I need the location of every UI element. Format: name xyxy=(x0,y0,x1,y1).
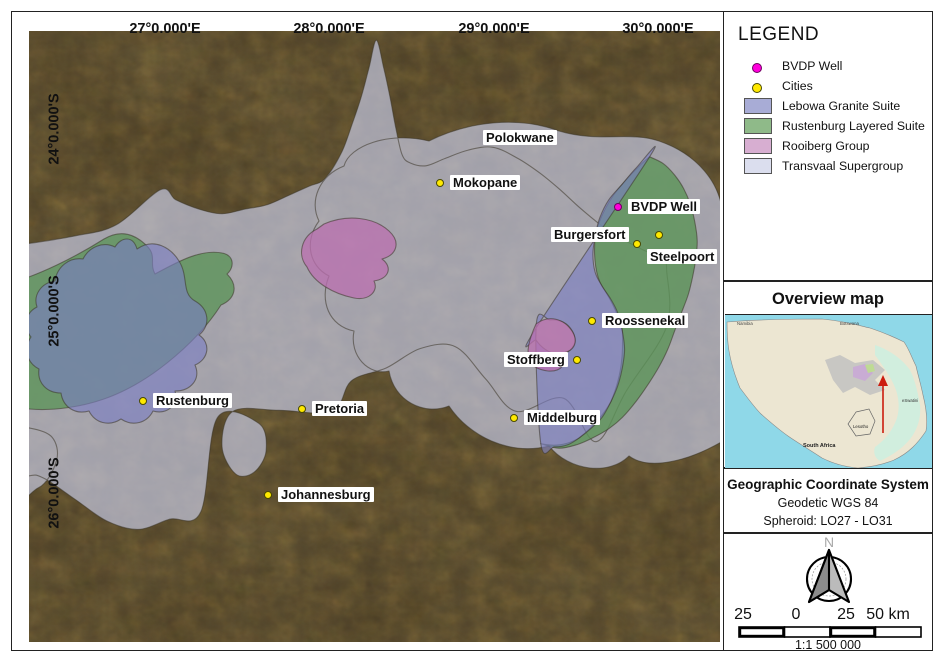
svg-text:Namibia: Namibia xyxy=(737,321,753,326)
svg-text:N: N xyxy=(824,534,834,550)
svg-text:Lesotho: Lesotho xyxy=(853,424,869,429)
svg-text:eSwatini: eSwatini xyxy=(902,398,918,403)
svg-text:Botswana: Botswana xyxy=(840,321,859,326)
svg-text:South Africa: South Africa xyxy=(803,443,836,449)
